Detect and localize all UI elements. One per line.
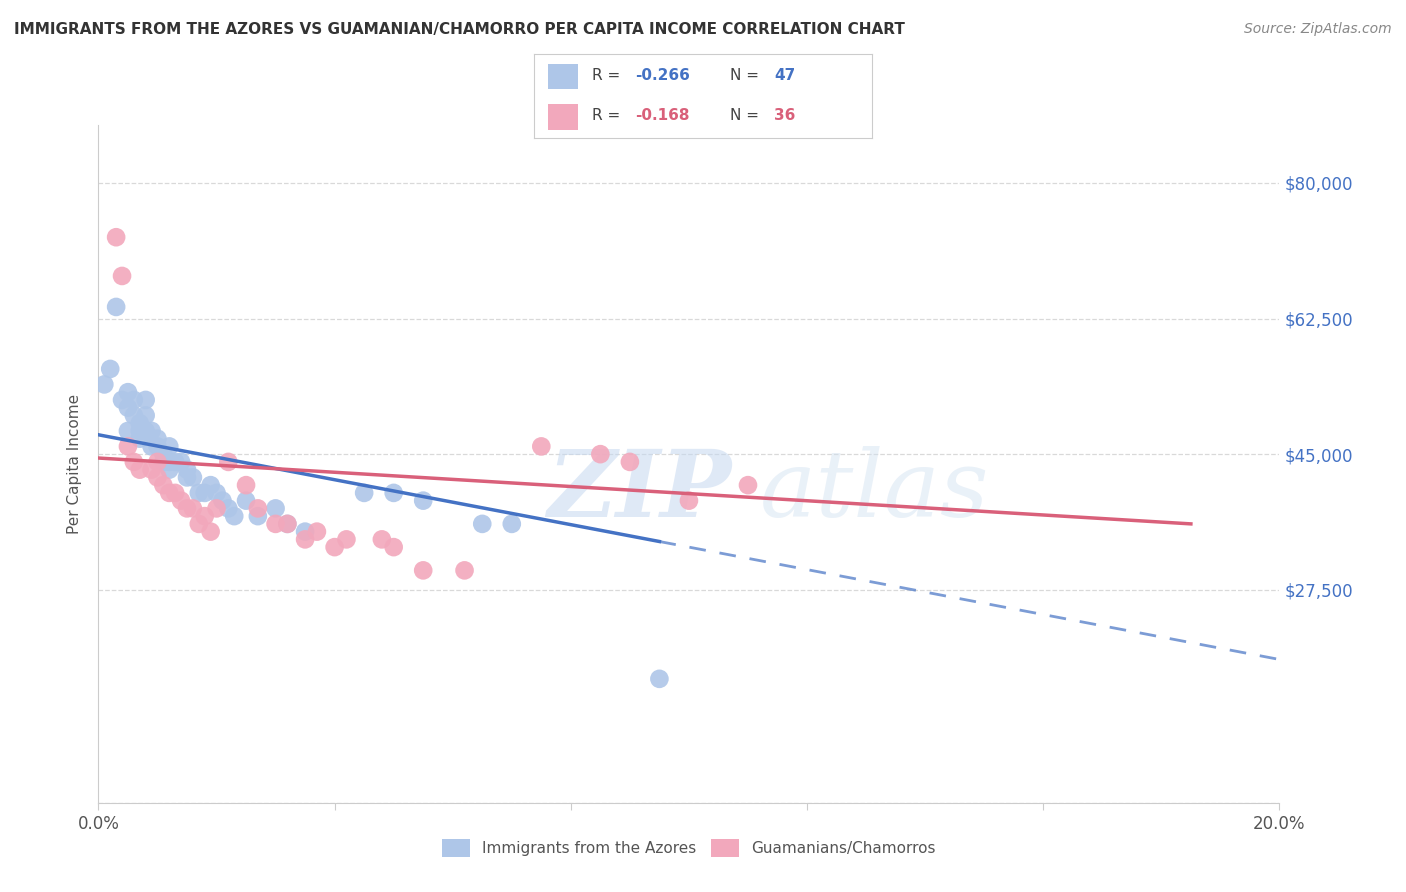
Point (128, 416, 150, 430)
Point (135, 409, 157, 423)
Point (589, 447, 612, 461)
Point (276, 516, 298, 531)
Point (105, 300, 128, 314)
Point (530, 439, 553, 453)
Point (122, 455, 145, 469)
Point (122, 392, 145, 407)
Point (382, 486, 405, 500)
Point (176, 463, 198, 477)
Point (98, 362, 121, 376)
Point (211, 493, 233, 508)
Point (217, 501, 239, 516)
Text: R =: R = (592, 108, 624, 123)
Point (152, 455, 174, 469)
Point (170, 493, 193, 508)
Text: 36: 36 (773, 108, 796, 123)
Point (194, 509, 217, 524)
Point (294, 533, 316, 547)
Point (205, 501, 228, 516)
FancyBboxPatch shape (548, 104, 578, 130)
Point (471, 516, 494, 531)
Point (181, 501, 204, 516)
Point (157, 463, 180, 477)
Point (187, 516, 209, 531)
Point (135, 424, 157, 438)
Point (111, 392, 134, 407)
Point (194, 486, 217, 500)
Text: R =: R = (592, 69, 624, 84)
Point (111, 268, 134, 283)
Point (235, 493, 257, 508)
Point (246, 501, 269, 516)
Point (205, 486, 228, 500)
Point (335, 533, 357, 547)
Point (305, 524, 328, 539)
Text: IMMIGRANTS FROM THE AZORES VS GUAMANIAN/CHAMORRO PER CAPITA INCOME CORRELATION C: IMMIGRANTS FROM THE AZORES VS GUAMANIAN/… (14, 22, 905, 37)
Point (382, 540, 405, 554)
Point (217, 455, 239, 469)
Point (678, 493, 700, 508)
Point (224, 509, 246, 524)
Text: Source: ZipAtlas.com: Source: ZipAtlas.com (1244, 22, 1392, 37)
Point (128, 432, 150, 446)
Point (135, 392, 157, 407)
Point (117, 385, 139, 400)
Point (170, 455, 193, 469)
Point (246, 509, 269, 524)
Point (117, 424, 139, 438)
Point (146, 432, 169, 446)
Point (146, 470, 169, 484)
Point (141, 424, 163, 438)
Point (157, 486, 180, 500)
Point (264, 516, 287, 531)
Point (165, 486, 187, 500)
Point (453, 563, 475, 577)
Point (235, 478, 257, 492)
Point (187, 486, 209, 500)
Point (353, 486, 375, 500)
Point (165, 455, 187, 469)
Text: N =: N = (730, 108, 763, 123)
Point (146, 439, 169, 453)
FancyBboxPatch shape (548, 63, 578, 89)
Point (176, 501, 198, 516)
Text: atlas: atlas (759, 446, 990, 536)
Point (105, 230, 128, 244)
Point (412, 563, 434, 577)
Point (176, 470, 198, 484)
Point (200, 524, 222, 539)
Point (141, 463, 163, 477)
Point (157, 455, 180, 469)
Point (117, 439, 139, 453)
Text: N =: N = (730, 69, 763, 84)
Point (128, 424, 150, 438)
Point (152, 478, 174, 492)
Point (276, 516, 298, 531)
Point (294, 524, 316, 539)
Legend: Immigrants from the Azores, Guamanians/Chamorros: Immigrants from the Azores, Guamanians/C… (436, 833, 942, 863)
Point (181, 470, 204, 484)
Point (122, 409, 145, 423)
Point (323, 540, 346, 554)
Point (501, 516, 523, 531)
Point (146, 455, 169, 469)
Point (619, 455, 641, 469)
Point (152, 447, 174, 461)
Text: -0.266: -0.266 (636, 69, 690, 84)
Text: -0.168: -0.168 (636, 108, 690, 123)
Point (117, 401, 139, 415)
Point (412, 493, 434, 508)
Y-axis label: Per Capita Income: Per Capita Income (67, 393, 83, 534)
Text: ZIP: ZIP (547, 446, 731, 536)
Point (648, 672, 671, 686)
Text: 47: 47 (773, 69, 796, 84)
Point (371, 533, 394, 547)
Point (128, 463, 150, 477)
Point (141, 439, 163, 453)
Point (93, 377, 115, 392)
Point (157, 439, 180, 453)
Point (264, 501, 287, 516)
Point (200, 478, 222, 492)
Point (737, 478, 759, 492)
